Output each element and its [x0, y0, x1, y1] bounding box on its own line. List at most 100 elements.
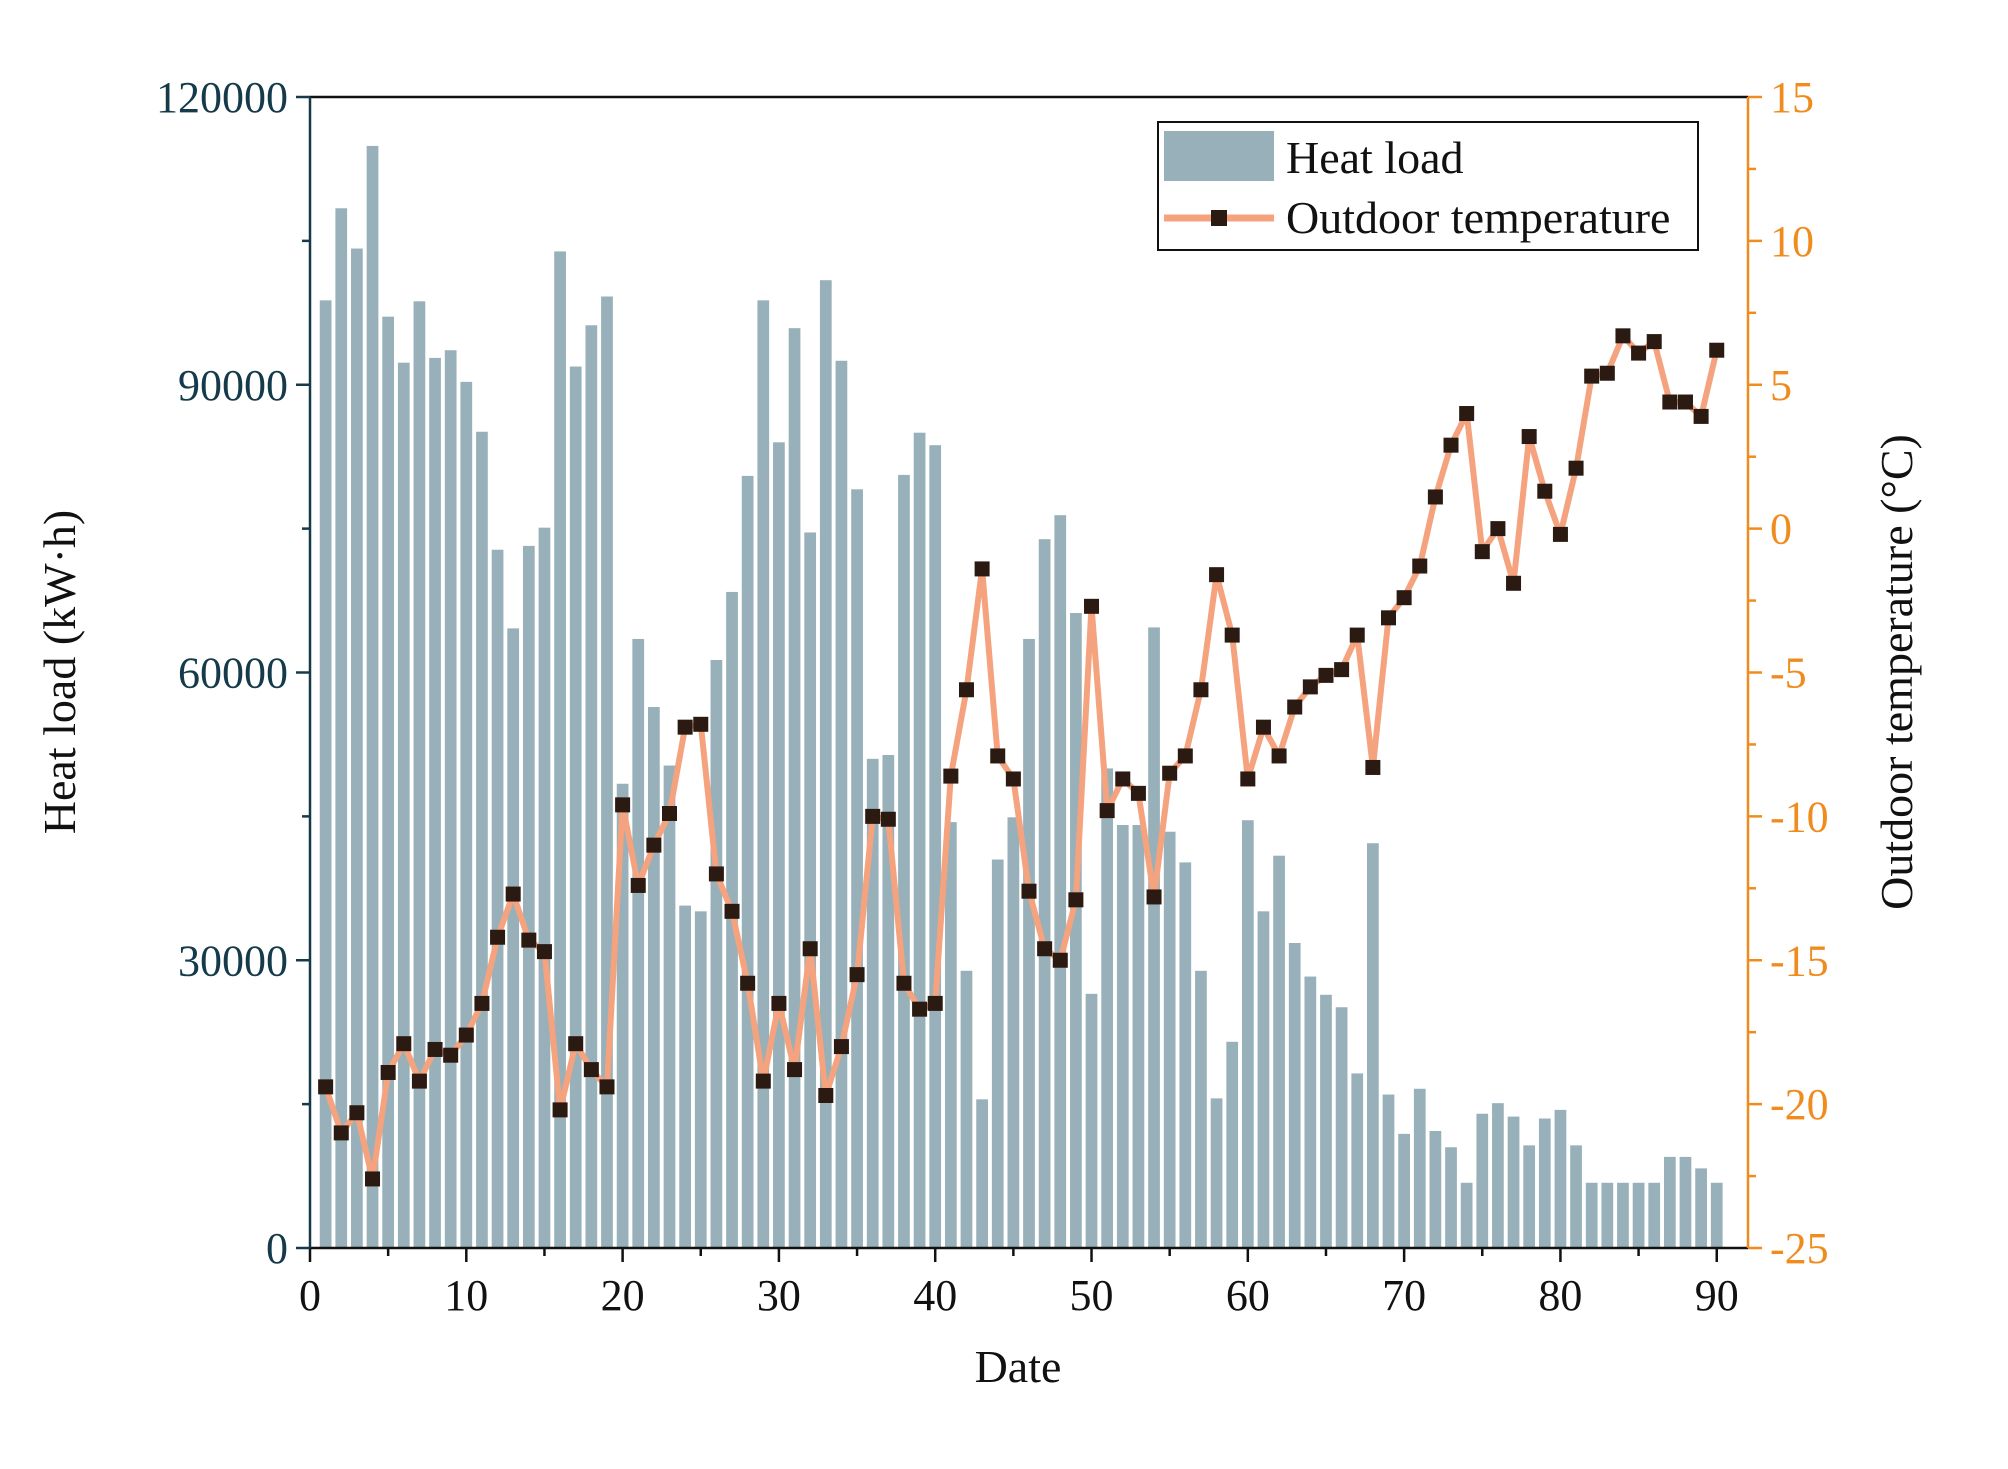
- temperature-marker-day-15: [536, 944, 552, 960]
- bar-heat-load-day-14: [522, 545, 535, 1248]
- temperature-marker-day-86: [1646, 334, 1662, 350]
- temperature-marker-day-58: [1209, 567, 1225, 583]
- temperature-marker-day-55: [1162, 765, 1178, 781]
- temperature-marker-day-17: [568, 1036, 584, 1052]
- bar-heat-load-day-75: [1476, 1113, 1489, 1248]
- bar-heat-load-day-3: [351, 248, 363, 1248]
- temperature-marker-day-31: [787, 1062, 803, 1078]
- temperature-marker-day-16: [552, 1102, 568, 1118]
- x-tick-label: 70: [1382, 1271, 1426, 1320]
- bar-heat-load-day-46: [1023, 638, 1035, 1248]
- bar-heat-load-day-15: [538, 527, 551, 1248]
- bar-heat-load-day-58: [1210, 1098, 1223, 1248]
- bar-heat-load-day-44: [991, 859, 1004, 1248]
- bar-heat-load-day-56: [1179, 862, 1192, 1248]
- bar-heat-load-day-54: [1148, 627, 1160, 1248]
- temperature-marker-day-42: [958, 682, 974, 698]
- right-tick-label: -25: [1770, 1224, 1829, 1273]
- temperature-marker-day-54: [1146, 889, 1162, 905]
- bar-heat-load-day-7: [413, 301, 426, 1248]
- bar-heat-load-day-29: [757, 300, 770, 1248]
- x-tick-label: 0: [299, 1271, 321, 1320]
- temperature-marker-day-48: [1052, 952, 1068, 968]
- bar-heat-load-day-73: [1445, 1147, 1457, 1248]
- temperature-marker-day-27: [724, 903, 740, 919]
- temperature-marker-day-60: [1240, 771, 1256, 787]
- bar-heat-load-day-19: [601, 296, 613, 1248]
- bar-heat-load-day-86: [1648, 1182, 1661, 1248]
- temperature-marker-day-85: [1631, 345, 1647, 361]
- temperature-marker-day-47: [1037, 941, 1053, 957]
- right-tick-label: 5: [1770, 361, 1792, 410]
- bar-heat-load-day-68: [1367, 843, 1379, 1248]
- bar-heat-load-day-83: [1601, 1182, 1614, 1248]
- bar-heat-load-day-66: [1335, 1007, 1348, 1248]
- temperature-marker-day-62: [1271, 748, 1287, 764]
- legend: Heat load Outdoor temperature: [1157, 121, 1699, 251]
- bar-heat-load-day-26: [710, 660, 723, 1248]
- temperature-marker-day-6: [396, 1036, 412, 1052]
- temperature-marker-day-76: [1490, 521, 1506, 537]
- bar-heat-load-day-47: [1038, 539, 1051, 1248]
- temperature-marker-day-57: [1193, 682, 1209, 698]
- bar-heat-load-day-51: [1101, 768, 1114, 1248]
- bar-heat-load-day-55: [1163, 831, 1176, 1248]
- bar-heat-load-day-65: [1320, 994, 1332, 1248]
- temperature-marker-day-38: [896, 975, 912, 991]
- x-tick-label: 10: [444, 1271, 488, 1320]
- temperature-marker-day-20: [615, 797, 631, 813]
- temperature-marker-day-46: [1021, 883, 1037, 899]
- bar-heat-load-day-16: [554, 251, 566, 1248]
- left-tick-label: 90000: [178, 361, 288, 410]
- bar-heat-load-day-21: [632, 638, 645, 1248]
- temperature-marker-day-52: [1115, 771, 1131, 787]
- x-tick-label: 80: [1538, 1271, 1582, 1320]
- temperature-marker-day-90: [1709, 342, 1725, 358]
- right-axis-title: Outdoor temperature (°C): [1871, 434, 1922, 910]
- temperature-marker-day-3: [349, 1105, 365, 1121]
- temperature-marker-day-45: [1005, 771, 1021, 787]
- bar-heat-load-day-17: [569, 366, 582, 1248]
- bar-heat-load-day-90: [1710, 1182, 1723, 1248]
- bar-heat-load-day-34: [835, 360, 848, 1248]
- bar-heat-load-day-6: [397, 362, 410, 1248]
- bar-heat-load-day-70: [1398, 1133, 1410, 1248]
- temperature-marker-day-84: [1615, 328, 1631, 344]
- temperature-marker-day-63: [1287, 699, 1303, 715]
- temperature-marker-day-18: [583, 1062, 599, 1078]
- temperature-marker-day-35: [849, 967, 865, 983]
- temperature-marker-day-5: [380, 1064, 396, 1080]
- right-tick-label: -15: [1770, 936, 1829, 985]
- left-tick-label: 60000: [178, 649, 288, 698]
- temperature-marker-day-66: [1334, 662, 1350, 678]
- temperature-marker-day-25: [693, 716, 709, 732]
- temperature-marker-day-89: [1693, 408, 1709, 424]
- bar-heat-load-day-49: [1070, 613, 1082, 1248]
- bar-heat-load-day-11: [476, 431, 488, 1249]
- temperature-marker-day-50: [1084, 598, 1100, 614]
- temperature-marker-day-81: [1568, 460, 1584, 476]
- right-tick-label: -5: [1770, 649, 1807, 698]
- temperature-marker-day-34: [833, 1039, 849, 1055]
- bar-heat-load-day-62: [1273, 855, 1285, 1248]
- temperature-marker-day-33: [818, 1087, 834, 1103]
- bar-heat-load-day-2: [335, 208, 348, 1249]
- temperature-marker-day-9: [443, 1047, 459, 1063]
- bar-heat-load-day-76: [1492, 1103, 1504, 1248]
- temperature-marker-day-11: [474, 995, 490, 1011]
- x-tick-label: 40: [913, 1271, 957, 1320]
- x-tick-label: 50: [1070, 1271, 1114, 1320]
- temperature-marker-day-49: [1068, 892, 1084, 908]
- temperature-marker-day-1: [318, 1079, 334, 1095]
- bar-heat-load-day-42: [960, 970, 973, 1248]
- bar-heat-load-day-43: [976, 1099, 988, 1248]
- bar-heat-load-day-13: [507, 628, 520, 1248]
- temperature-marker-day-36: [865, 808, 881, 824]
- right-tick-label: 15: [1770, 73, 1814, 122]
- temperature-line-group: [318, 328, 1725, 1187]
- bar-heat-load-day-33: [819, 280, 832, 1249]
- temperature-marker-day-8: [427, 1041, 443, 1057]
- bar-heat-load-day-40: [929, 445, 942, 1248]
- bar-heat-load-day-24: [679, 905, 691, 1248]
- temperature-marker-day-56: [1177, 748, 1193, 764]
